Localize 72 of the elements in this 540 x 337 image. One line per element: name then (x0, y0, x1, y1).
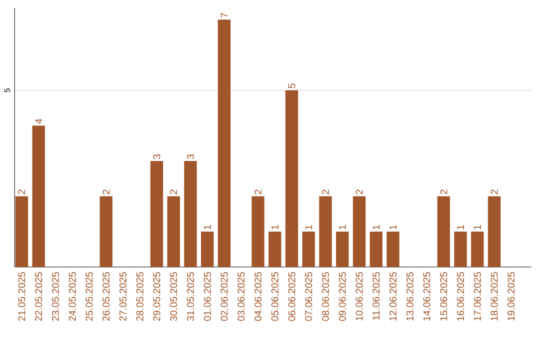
x-tick-label: 28.05.2025 (136, 272, 144, 321)
bar (336, 232, 349, 267)
x-tick-label: 30.05.2025 (170, 272, 178, 321)
bar (319, 196, 332, 267)
x-tick-label: 04.06.2025 (254, 272, 262, 321)
x-tick-label: 26.05.2025 (102, 272, 110, 321)
data-label: 3 (186, 154, 194, 159)
data-label: 1 (305, 225, 312, 230)
data-label: 2 (356, 190, 363, 194)
x-tick-label: 22.05.2025 (35, 272, 42, 321)
data-label: 1 (372, 225, 380, 230)
bar (370, 232, 382, 267)
x-tick-label: 08.06.2025 (322, 272, 330, 321)
x-tick-label: 03.06.2025 (238, 272, 245, 321)
bar (252, 196, 264, 267)
bar (352, 196, 366, 267)
x-tick-label: 13.06.2025 (406, 272, 414, 321)
bar (488, 196, 501, 267)
bar (100, 196, 112, 267)
x-tick-label: 09.06.2025 (338, 272, 346, 321)
x-tick-label: 19.06.2025 (508, 272, 515, 321)
x-tick-label: 27.05.2025 (119, 272, 126, 321)
x-tick-label: 17.06.2025 (474, 272, 481, 321)
x-tick-label: 21.05.2025 (18, 272, 26, 321)
bar (150, 160, 164, 267)
bar (167, 196, 180, 267)
x-tick-label: 05.06.2025 (271, 272, 278, 321)
data-label: 2 (254, 190, 262, 194)
x-tick-label: 06.06.2025 (288, 272, 296, 321)
bar (386, 232, 400, 267)
bar (454, 232, 467, 267)
x-tick-label: 23.05.2025 (52, 272, 59, 321)
data-label: 2 (170, 190, 178, 194)
data-label: 2 (440, 190, 448, 194)
bar (15, 196, 28, 267)
bar (437, 196, 450, 267)
x-tick-label: 15.06.2025 (440, 272, 448, 321)
x-tick-label: 12.06.2025 (389, 272, 397, 321)
data-label: 1 (474, 225, 481, 230)
data-label: 1 (271, 225, 278, 230)
data-label: 3 (153, 154, 160, 159)
data-label: 2 (322, 190, 329, 194)
x-tick-label: 18.06.2025 (490, 272, 498, 321)
bar (285, 90, 298, 267)
x-tick-label: 14.06.2025 (423, 272, 430, 321)
data-label: 2 (18, 190, 26, 194)
data-label: 2 (490, 190, 498, 194)
data-label: 1 (457, 225, 464, 230)
x-tick-label: 11.06.2025 (372, 272, 380, 320)
data-label: 1 (338, 225, 346, 230)
x-tick-label: 07.06.2025 (305, 272, 312, 321)
bar (201, 232, 214, 267)
bar (218, 20, 231, 267)
x-tick-label: 01.06.2025 (204, 272, 211, 321)
data-label: 5 (288, 84, 296, 88)
data-label: 1 (204, 225, 211, 230)
x-tick-label: 24.05.2025 (68, 272, 76, 321)
data-label: 2 (102, 190, 110, 194)
bar (302, 232, 315, 267)
x-tick-label: 31.05.2025 (186, 272, 194, 321)
bar (32, 126, 45, 267)
x-tick-label: 25.05.2025 (86, 272, 93, 321)
bar (471, 232, 484, 267)
bar (268, 232, 282, 267)
x-tick-label: 16.06.2025 (457, 272, 464, 321)
data-label: 7 (220, 12, 228, 18)
x-tick-label: 10.06.2025 (356, 272, 363, 321)
x-tick-label: 02.06.2025 (220, 272, 228, 321)
x-tick-label: 29.05.2025 (153, 272, 160, 321)
bar (184, 160, 197, 267)
data-label: 1 (390, 225, 396, 230)
data-label: 4 (35, 118, 42, 124)
